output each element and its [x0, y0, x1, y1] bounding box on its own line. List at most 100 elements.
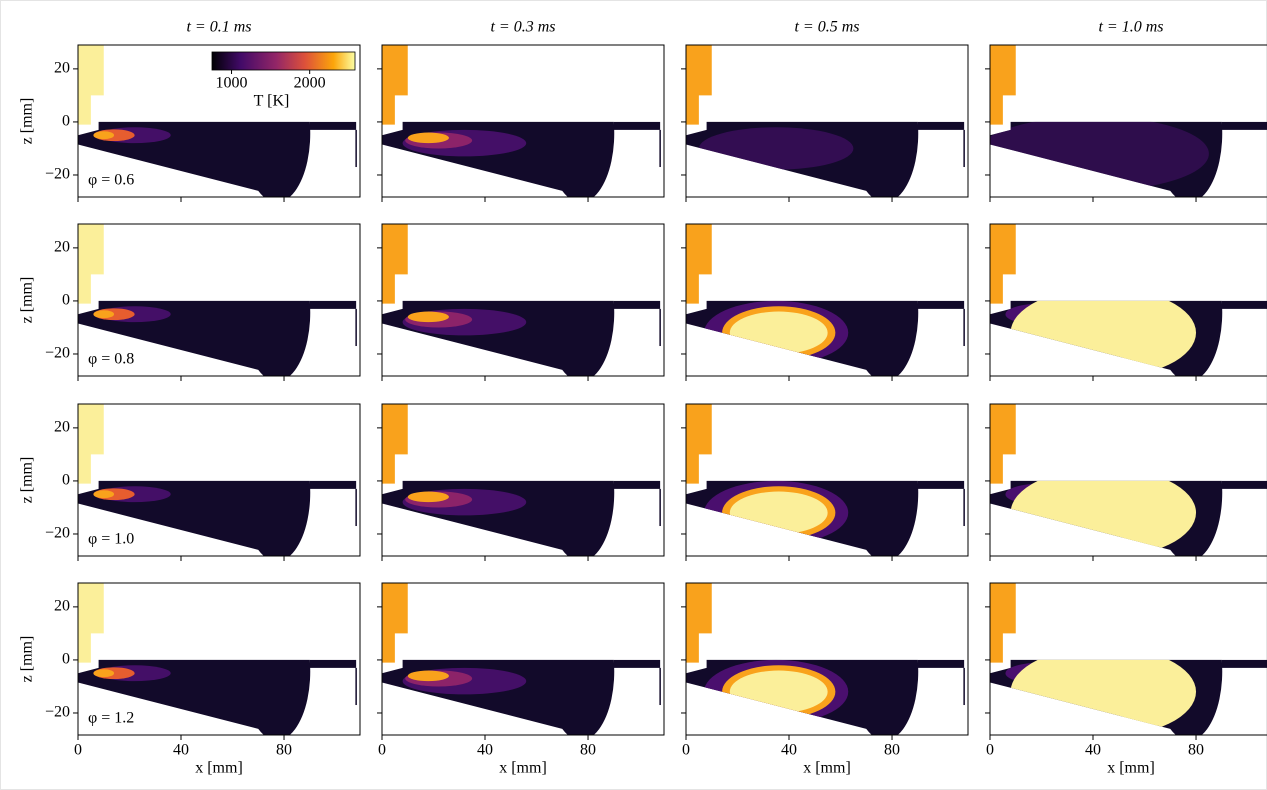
- column-title: t = 1.0 ms: [1098, 19, 1163, 36]
- channel: [1221, 121, 1267, 130]
- panel-frame: [77, 403, 361, 557]
- row-label: φ = 1.0: [88, 531, 134, 548]
- panel: [985, 223, 1267, 381]
- flame: [402, 308, 527, 336]
- z-axis-label: z [mm]: [19, 636, 36, 683]
- x-tick-label: 40: [1085, 742, 1101, 759]
- x-tick-label: 40: [781, 742, 797, 759]
- prechamber: [990, 404, 1016, 484]
- channel: [1221, 480, 1267, 489]
- channel: [917, 300, 965, 309]
- flame: [990, 121, 1209, 191]
- channel: [309, 121, 357, 130]
- panel-frame: [989, 223, 1267, 377]
- flame-blob: [93, 310, 115, 319]
- x-tick-label: 80: [580, 742, 596, 759]
- prechamber: [990, 583, 1016, 663]
- panel-body: [382, 45, 661, 197]
- flame: [93, 306, 171, 323]
- panel: 0 40 80 x [mm]: [377, 582, 665, 777]
- x-axis-label: x [mm]: [195, 760, 243, 777]
- panel-frame: [989, 44, 1267, 198]
- z-tick-label: 0: [62, 292, 70, 309]
- x-tick-label: 40: [477, 742, 493, 759]
- channel: [613, 300, 661, 309]
- panel-body: [686, 45, 965, 197]
- prechamber: [382, 45, 408, 125]
- flame-blob: [698, 127, 854, 170]
- x-axis-label: x [mm]: [499, 760, 547, 777]
- panel-body: [78, 404, 357, 556]
- flame-blob: [93, 131, 115, 140]
- panel: 0 40 80 x [mm]: [985, 582, 1267, 777]
- prechamber: [686, 45, 712, 125]
- panel: [681, 44, 969, 202]
- panel: [377, 223, 665, 381]
- flame-blob: [407, 311, 449, 323]
- channel: [613, 121, 661, 130]
- column-title: t = 0.3 ms: [490, 19, 555, 36]
- panel: [985, 403, 1267, 561]
- flame-blob: [1113, 667, 1186, 727]
- channel: [1221, 300, 1267, 309]
- prechamber: [78, 583, 104, 663]
- panel-body: [78, 45, 357, 197]
- prechamber: [382, 404, 408, 484]
- z-tick-label: −20: [45, 525, 70, 542]
- panel: −20 0 20 φ = 0.8 z [mm]: [19, 223, 361, 381]
- flame: [698, 127, 854, 170]
- panel-frame: [989, 582, 1267, 736]
- panel-frame: [685, 403, 969, 557]
- prechamber: [686, 224, 712, 304]
- flame-blob: [990, 121, 1209, 191]
- flame-blob: [407, 132, 449, 144]
- colorbar-tick-label: 2000: [294, 75, 326, 92]
- flame-blob: [93, 669, 115, 678]
- channel: [309, 300, 357, 309]
- panel: −20 0 20 φ = 0.6 z [mm]: [19, 44, 361, 202]
- panel-frame: [77, 44, 361, 198]
- panel-body: [382, 224, 661, 376]
- panel-frame: [77, 582, 361, 736]
- z-tick-label: 0: [62, 472, 70, 489]
- panel-body: [990, 404, 1267, 556]
- x-tick-label: 0: [682, 742, 690, 759]
- flame: [704, 300, 849, 365]
- x-tick-label: 80: [276, 742, 292, 759]
- z-axis-label: z [mm]: [19, 98, 36, 145]
- flame: [704, 480, 849, 545]
- colorbar-label: T [K]: [254, 93, 290, 110]
- prechamber: [990, 45, 1016, 125]
- panel-body: [382, 404, 661, 556]
- colorbar-gradient: [211, 51, 356, 71]
- prechamber: [382, 224, 408, 304]
- z-axis-label: z [mm]: [19, 277, 36, 324]
- flame-blob: [1113, 308, 1186, 368]
- panel-body: [78, 224, 357, 376]
- z-tick-label: −20: [45, 704, 70, 721]
- channel: [1221, 659, 1267, 668]
- flame-blob: [729, 311, 828, 354]
- channel: [917, 480, 965, 489]
- panel-frame: [685, 223, 969, 377]
- panel-body: [78, 583, 357, 735]
- channel: [613, 659, 661, 668]
- panel-frame: [381, 44, 665, 198]
- panel-body: [686, 404, 965, 556]
- x-tick-label: 80: [1188, 742, 1204, 759]
- x-tick-label: 0: [378, 742, 386, 759]
- x-axis-label: x [mm]: [803, 760, 851, 777]
- z-tick-label: 20: [54, 598, 70, 615]
- channel: [309, 659, 357, 668]
- channel: [613, 480, 661, 489]
- prechamber: [78, 404, 104, 484]
- panel: −20 0 20 φ = 1.0 z [mm]: [19, 403, 361, 561]
- z-tick-label: 20: [54, 239, 70, 256]
- z-axis-label: z [mm]: [19, 457, 36, 504]
- panel-frame: [77, 223, 361, 377]
- panel-frame: [381, 223, 665, 377]
- flame: [402, 488, 527, 516]
- prechamber: [686, 583, 712, 663]
